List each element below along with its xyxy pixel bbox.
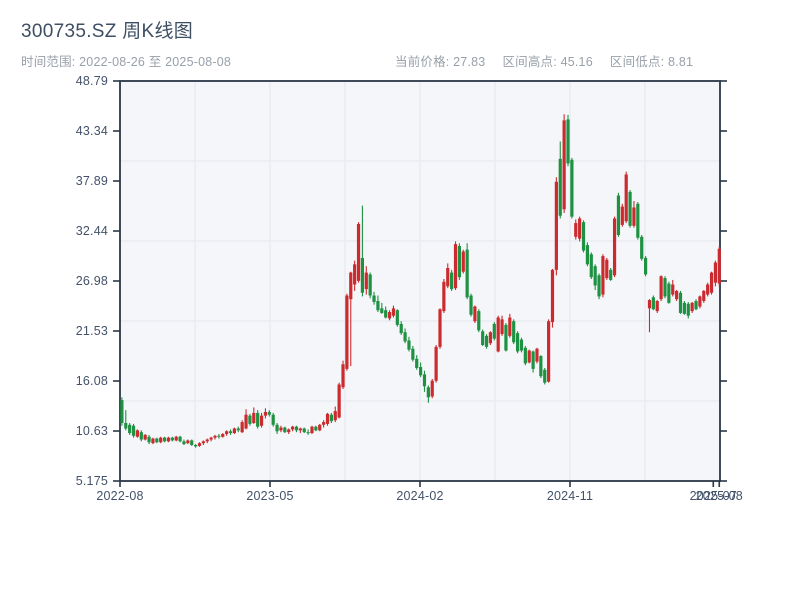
current-price-label: 当前价格: 27.83 bbox=[395, 55, 486, 69]
y-tick-label: 37.89 bbox=[75, 174, 108, 188]
y-tick-label: 43.34 bbox=[75, 124, 108, 138]
x-tick-label: 2025-07 bbox=[689, 489, 737, 503]
x-tick-label: 2024-02 bbox=[396, 489, 444, 503]
y-tick-label: 26.98 bbox=[75, 274, 108, 288]
page-title: 300735.SZ 周K线图 bbox=[21, 21, 194, 42]
time-range-label: 时间范围: 2022-08-26 至 2025-08-08 bbox=[21, 55, 232, 69]
y-tick-label: 5.175 bbox=[75, 474, 108, 488]
x-tick-label: 2024-11 bbox=[546, 489, 594, 503]
y-tick-label: 10.63 bbox=[75, 424, 108, 438]
x-tick-label: 2023-05 bbox=[246, 489, 294, 503]
x-tick-label: 2025-08 bbox=[695, 489, 743, 503]
y-tick-label: 21.53 bbox=[75, 324, 108, 338]
x-tick-label: 2022-08 bbox=[96, 489, 144, 503]
y-tick-label: 48.79 bbox=[75, 74, 108, 88]
range-low-label: 区间低点: 8.81 bbox=[609, 55, 694, 69]
range-high-label: 区间高点: 45.16 bbox=[502, 55, 593, 69]
y-tick-label: 32.44 bbox=[75, 224, 108, 238]
y-tick-label: 16.08 bbox=[75, 374, 108, 388]
price-summary: 当前价格: 27.83 区间高点: 45.16 区间低点: 8.81 bbox=[395, 51, 693, 70]
